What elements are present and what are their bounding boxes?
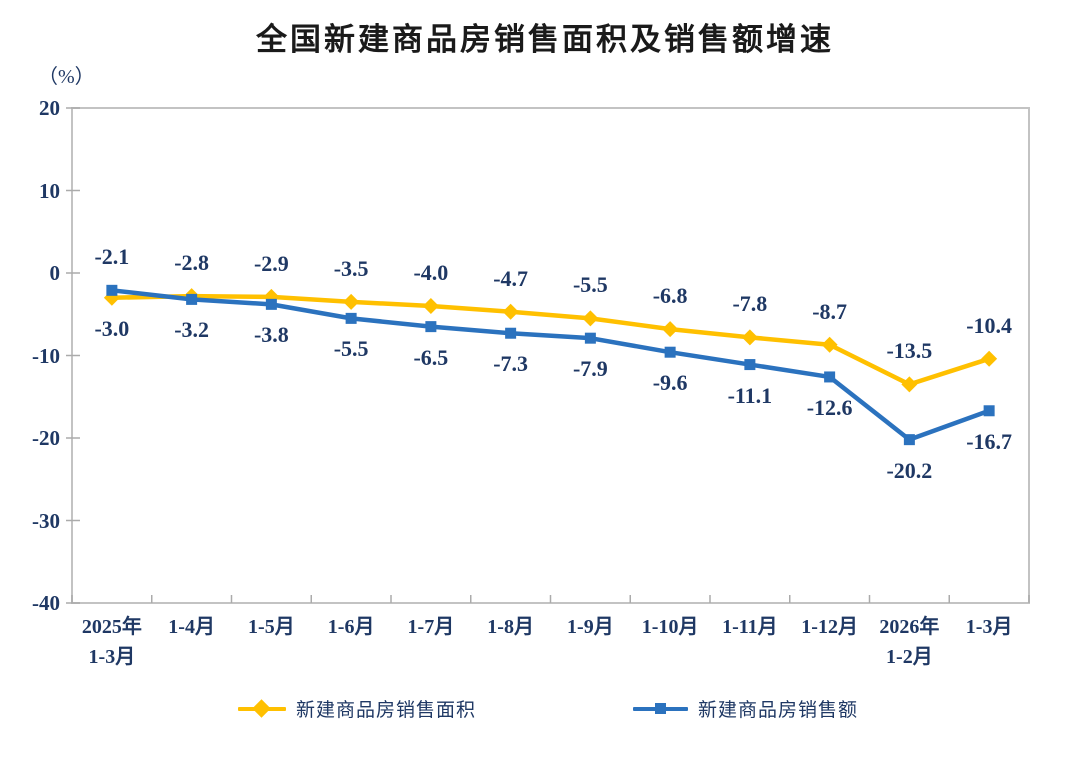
diamond-marker-icon <box>343 293 360 310</box>
square-marker-icon <box>664 346 676 358</box>
diamond-marker-icon <box>741 329 758 346</box>
diamond-marker-icon <box>502 303 519 320</box>
square-marker-icon <box>265 298 277 310</box>
square-marker-icon <box>505 327 517 339</box>
square-marker-icon <box>425 321 437 333</box>
legend-label-sales-amount: 新建商品房销售额 <box>698 700 859 721</box>
square-marker-icon <box>106 284 118 296</box>
diamond-marker-icon <box>422 298 439 314</box>
legend-item-sales-amount: 新建商品房销售额 <box>633 695 858 722</box>
legend-label-sales-area: 新建商品房销售面积 <box>296 700 477 721</box>
chart-title: 全国新建商品房销售面积及销售额增速 <box>256 22 834 57</box>
diamond-marker-icon <box>821 336 838 353</box>
square-marker-icon <box>983 405 995 417</box>
legend-line-blue <box>633 703 688 714</box>
square-marker-icon <box>824 371 836 383</box>
diamond-marker-icon <box>252 699 271 718</box>
series-line-0 <box>109 293 992 387</box>
square-marker-icon <box>584 332 596 344</box>
square-marker-icon <box>186 293 198 305</box>
diamond-marker-icon <box>582 310 599 327</box>
legend-item-sales-area: 新建商品房销售面积 <box>238 695 476 722</box>
diamond-marker-icon <box>662 321 679 338</box>
square-marker-icon <box>655 703 666 714</box>
y-axis-unit-label: （%） <box>38 66 95 88</box>
legend-line-yellow <box>238 699 286 718</box>
diamond-marker-icon <box>981 350 998 367</box>
square-marker-icon <box>345 312 357 324</box>
square-marker-icon <box>903 434 915 446</box>
square-marker-icon <box>744 359 756 371</box>
series-line-1 <box>109 288 992 442</box>
diamond-marker-icon <box>901 376 918 393</box>
